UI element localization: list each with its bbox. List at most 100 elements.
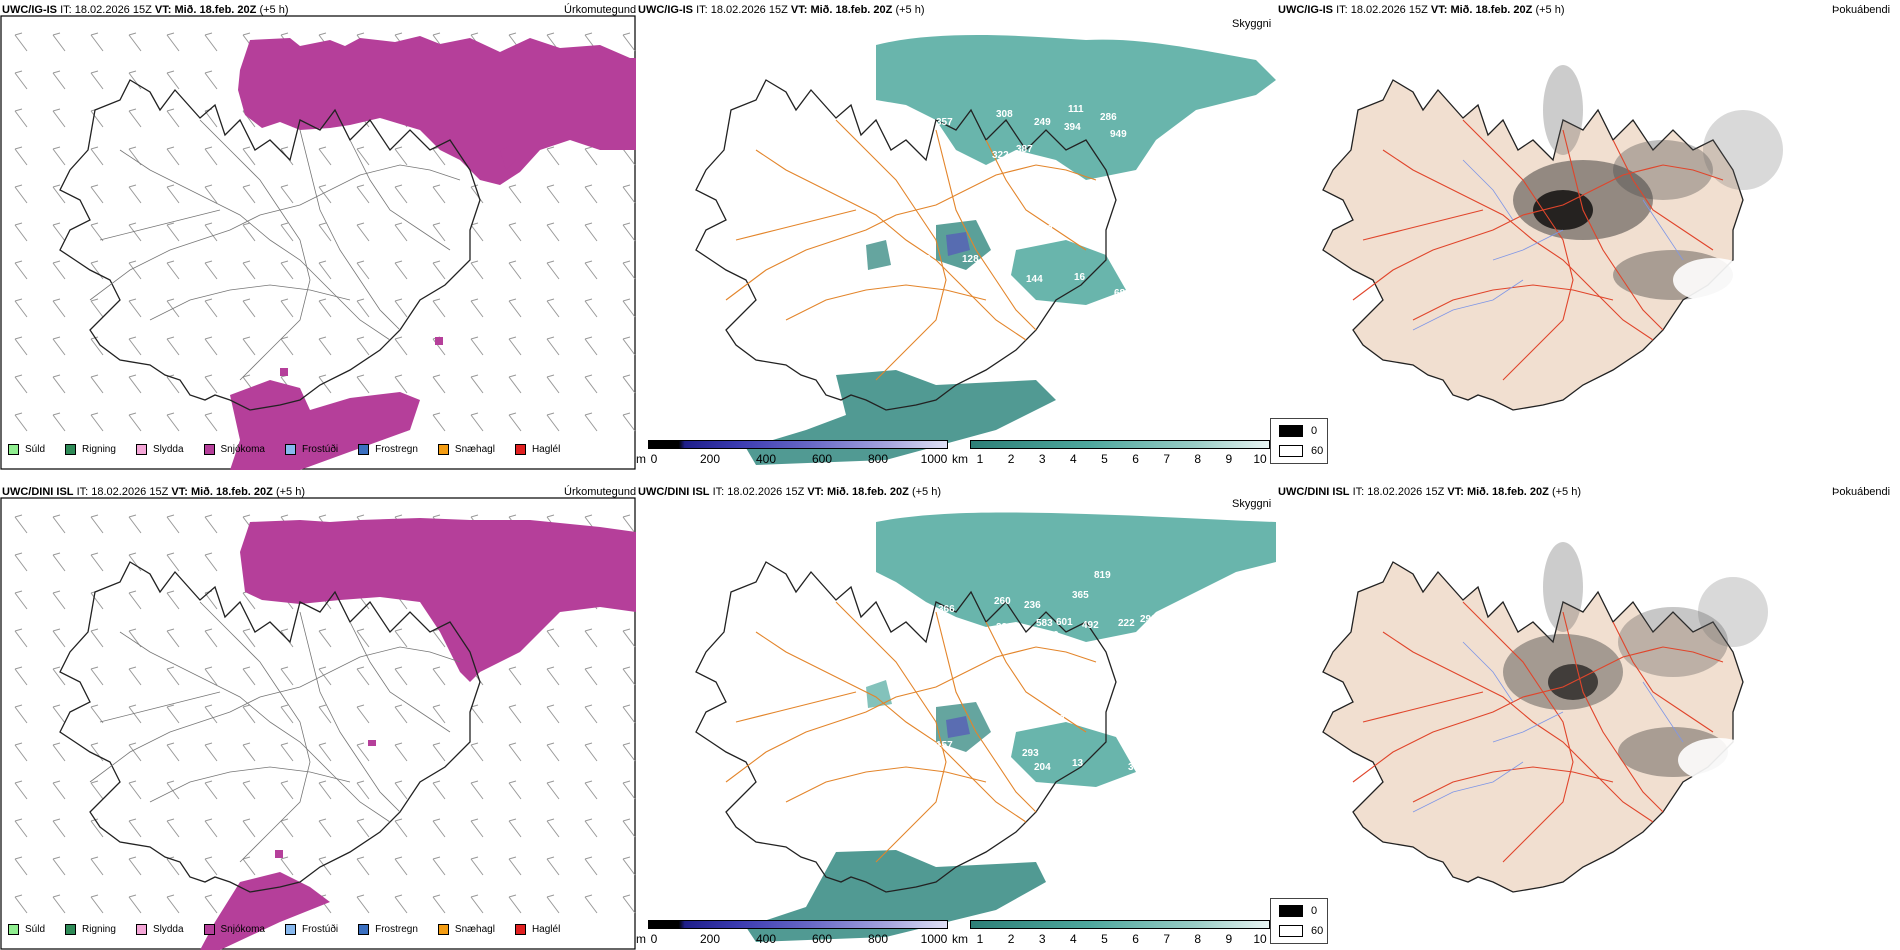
wind-barb — [52, 628, 66, 648]
wind-barb — [584, 666, 598, 686]
road-line — [99, 691, 221, 723]
panel-title: UWC/DINI ISL IT: 18.02.2026 15Z VT: Mið.… — [2, 486, 305, 498]
field-label: Skyggni — [1232, 498, 1272, 510]
wind-barb — [166, 552, 180, 572]
wind-barb — [204, 894, 218, 914]
wind-barb — [622, 514, 636, 534]
wind-barb — [432, 298, 446, 318]
wind-barb — [90, 260, 104, 280]
wind-barb — [622, 666, 636, 686]
colorbar-tick: 600 — [811, 932, 833, 946]
wind-barb — [14, 552, 28, 572]
wind-barb — [394, 818, 408, 838]
road-line — [299, 129, 401, 331]
wind-barb — [204, 704, 218, 724]
wind-barb — [52, 70, 66, 90]
wind-barb — [204, 412, 218, 432]
legend-swatch — [358, 924, 370, 935]
road-line — [1362, 691, 1484, 723]
wind-barb — [318, 298, 332, 318]
ceiling-value: 236 — [1024, 600, 1041, 611]
colorbar-tick: 4 — [1069, 932, 1077, 946]
wind-barb — [432, 818, 446, 838]
wind-barb — [280, 666, 294, 686]
wind-barb — [14, 818, 28, 838]
wind-barb — [622, 298, 636, 318]
ceiling-value: 949 — [1110, 129, 1127, 140]
road-line — [835, 601, 947, 863]
wind-barb — [90, 704, 104, 724]
colorbar-m: m 0 200 400 600 800 1000 — [636, 440, 948, 470]
wind-barb — [166, 412, 180, 432]
wind-barb — [14, 32, 28, 52]
colorbar-tick: 2 — [1007, 452, 1015, 466]
wind-barb — [90, 70, 104, 90]
wind-barb — [166, 894, 180, 914]
legend-item: Frostregn — [358, 924, 418, 935]
wind-barb — [280, 818, 294, 838]
wind-barb — [128, 222, 142, 242]
legend-swatch — [514, 444, 526, 455]
ceiling-value: 797 — [1120, 650, 1137, 661]
wind-barb — [622, 260, 636, 280]
ceiling-value: 583 — [1036, 618, 1053, 629]
wind-barb — [204, 628, 218, 648]
wind-barb — [546, 818, 560, 838]
wind-barb — [622, 628, 636, 648]
wind-barb — [52, 590, 66, 610]
wind-barb — [546, 260, 560, 280]
wind-barb — [356, 146, 370, 166]
wind-barb — [128, 32, 142, 52]
precip-legend: Súld Rigning Slydda Snjókoma Frostúði Frostre… — [8, 924, 576, 935]
wind-barb — [622, 222, 636, 242]
ceiling-value: 387 — [1016, 144, 1033, 155]
wind-barb — [584, 336, 598, 356]
wind-barb — [584, 222, 598, 242]
legend-item: Súld — [8, 444, 45, 455]
legend-swatch — [284, 444, 296, 455]
road-line — [1462, 119, 1574, 381]
wind-barb — [14, 628, 28, 648]
wind-barb — [546, 742, 560, 762]
precip-map — [0, 497, 636, 950]
wind-barb — [204, 856, 218, 876]
wind-barb — [52, 666, 66, 686]
wind-barb — [166, 260, 180, 280]
road-line — [785, 766, 987, 803]
colorbar-tick: 800 — [867, 932, 889, 946]
legend-label: Snjókoma — [220, 924, 265, 935]
ceiling-value: 308 — [996, 109, 1013, 120]
wind-barb — [242, 222, 256, 242]
wind-barb — [432, 412, 446, 432]
wind-barb — [90, 298, 104, 318]
colorbar-tick: 8 — [1194, 932, 1202, 946]
wind-barb — [52, 780, 66, 800]
wind-barb — [90, 412, 104, 432]
wind-barb — [432, 856, 446, 876]
wind-barb — [128, 666, 142, 686]
panel-title: UWC/DINI ISL IT: 18.02.2026 15Z VT: Mið.… — [1278, 486, 1581, 498]
wind-barb — [432, 742, 446, 762]
legend-item: Frostregn — [358, 444, 418, 455]
ceiling-value: 16 — [1074, 272, 1086, 283]
wind-barb — [52, 298, 66, 318]
road-line — [785, 284, 987, 321]
wind-barb — [470, 780, 484, 800]
wind-barb — [166, 108, 180, 128]
wind-barb — [128, 184, 142, 204]
wind-barb — [242, 742, 256, 762]
wind-barb — [242, 780, 256, 800]
wind-barb — [52, 184, 66, 204]
colorbar-tick: 1000 — [920, 932, 948, 946]
wind-barb — [356, 298, 370, 318]
ceiling-value: 540 — [1042, 630, 1059, 641]
precip-legend: Súld Rigning Slydda Snjókoma Frostúði Frostre… — [8, 444, 576, 455]
wind-barb — [280, 222, 294, 242]
wind-barb — [470, 412, 484, 432]
wind-barb — [204, 146, 218, 166]
legend-label: Frostúði — [301, 444, 339, 455]
ceiling-value: 601 — [1056, 617, 1073, 628]
wind-barb — [166, 298, 180, 318]
ceiling-value: 357 — [936, 117, 953, 128]
legend-label: Frostúði — [301, 924, 339, 935]
